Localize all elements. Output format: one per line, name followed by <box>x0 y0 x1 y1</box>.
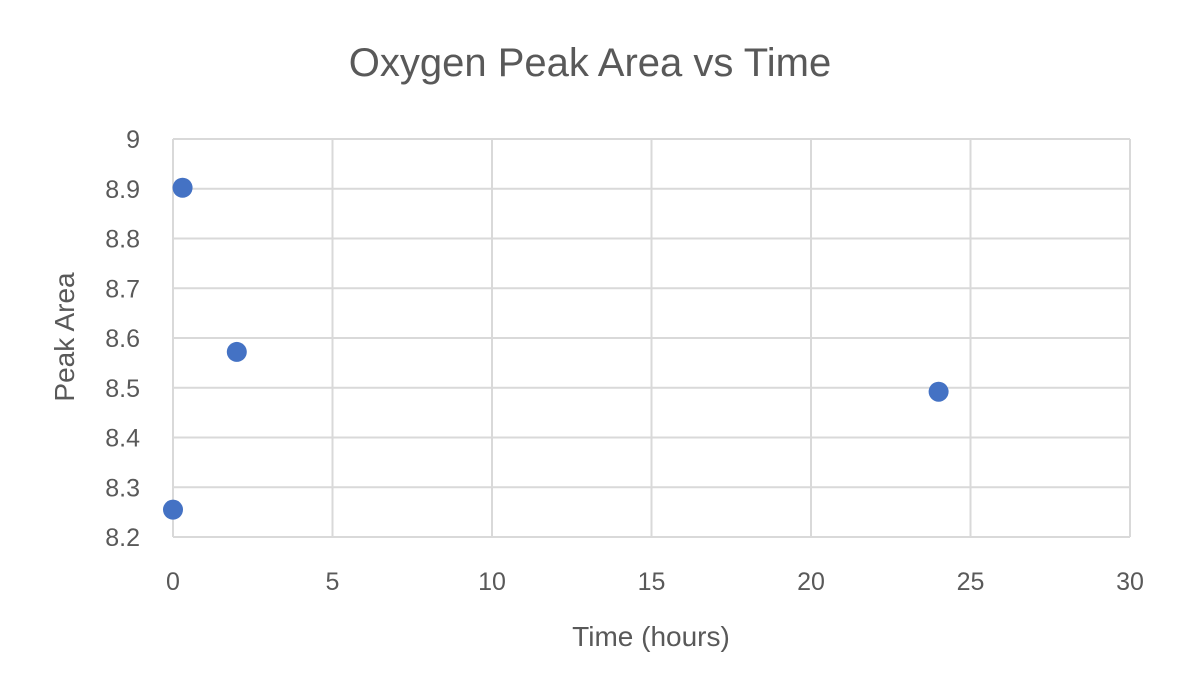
y-tick-label: 8.3 <box>105 474 140 502</box>
grid <box>172 138 1131 538</box>
y-tick-label: 8.8 <box>105 226 140 254</box>
data-point <box>226 341 247 362</box>
x-tick-label: 0 <box>166 568 180 596</box>
data-point <box>928 381 949 402</box>
x-tick-label: 20 <box>797 568 825 596</box>
chart-title: Oxygen Peak Area vs Time <box>349 41 831 85</box>
y-tick-label: 8.9 <box>105 176 140 204</box>
data-points <box>163 177 949 520</box>
y-tick-label: 8.4 <box>105 425 140 453</box>
x-tick-label: 15 <box>638 568 666 596</box>
y-axis-title: Peak Area <box>49 272 80 402</box>
data-point <box>163 499 183 520</box>
x-tick-label: 10 <box>478 568 506 596</box>
x-tick-label: 25 <box>957 568 985 596</box>
x-axis-title: Time (hours) <box>572 621 730 652</box>
x-axis-ticks: 0 5 10 15 20 25 30 <box>166 568 1144 596</box>
y-tick-label: 8.6 <box>105 325 140 353</box>
x-tick-label: 30 <box>1116 568 1144 596</box>
y-tick-label: 8.7 <box>105 275 140 303</box>
y-tick-label: 9 <box>126 126 140 154</box>
y-tick-label: 8.2 <box>105 524 140 552</box>
data-point <box>172 177 193 198</box>
x-tick-label: 5 <box>326 568 340 596</box>
y-axis-ticks: 8.2 8.3 8.4 8.5 8.6 8.7 8.8 8.9 9 <box>105 126 140 552</box>
y-tick-label: 8.5 <box>105 375 140 403</box>
